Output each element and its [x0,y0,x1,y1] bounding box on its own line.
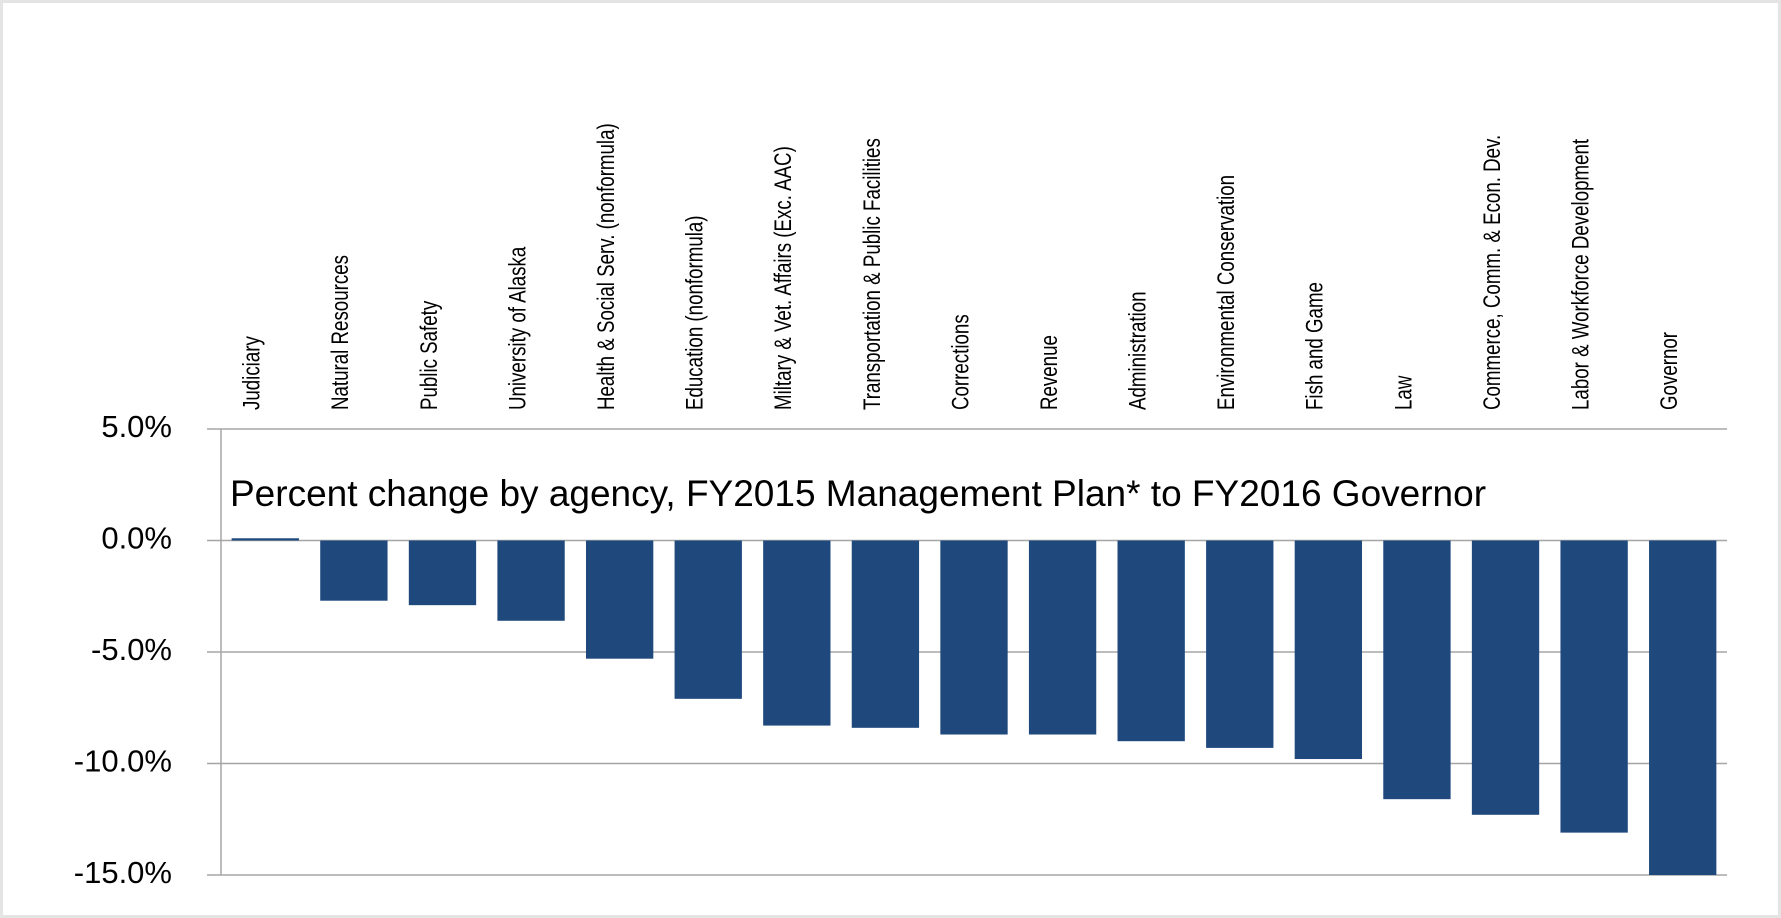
bar [497,540,565,621]
x-tick-label: Revenue [1036,335,1063,410]
chart-title: Percent change by agency, FY2015 Managem… [230,473,1486,514]
x-tick-label: Commerce, Comm. & Econ. Dev. [1479,135,1506,410]
x-tick-label: Miltary & Vet. Affairs (Exc. AAC) [770,146,797,410]
x-tick-label: Fish and Game [1302,282,1329,410]
x-tick-label: Law [1390,375,1417,410]
bars [231,538,1717,875]
bar [1649,540,1717,875]
y-tick-label: -10.0% [74,744,172,779]
bar [940,540,1008,735]
x-tick-label: Administration [1124,291,1151,410]
bar [320,540,388,601]
x-tick-label: Natural Resources [327,255,354,410]
bar [1383,540,1451,800]
x-tick-label: Public Safety [416,301,443,410]
bar [1471,540,1540,815]
x-tick-label: Health & Social Serv. (nonformula) [593,123,620,410]
bar [1294,540,1363,760]
y-tick-label: 5.0% [101,409,172,444]
bar [763,540,831,726]
y-tick-label: -15.0% [74,855,172,890]
x-tick-label: University of Alaska [504,247,531,410]
bar [1206,540,1274,748]
x-tick-label: Judiciary [238,336,265,410]
x-tick-label: Labor & Workforce Development [1567,139,1594,410]
bar [1117,540,1185,742]
x-tick-label: Transportation & Public Facilities [859,138,886,410]
bar [408,540,477,606]
x-tick-label: Governor [1656,332,1683,410]
bar [585,540,654,659]
bar [231,538,299,541]
bar [1028,540,1097,735]
x-tick-label: Environmental Conservation [1213,175,1240,410]
x-tick-label: Education (nonformula) [681,215,708,410]
bar [851,540,920,728]
bar [674,540,742,699]
y-tick-label: 0.0% [101,521,172,556]
y-tick-label: -5.0% [91,632,172,667]
bar [1560,540,1628,833]
x-tick-label: Corrections [947,314,974,410]
